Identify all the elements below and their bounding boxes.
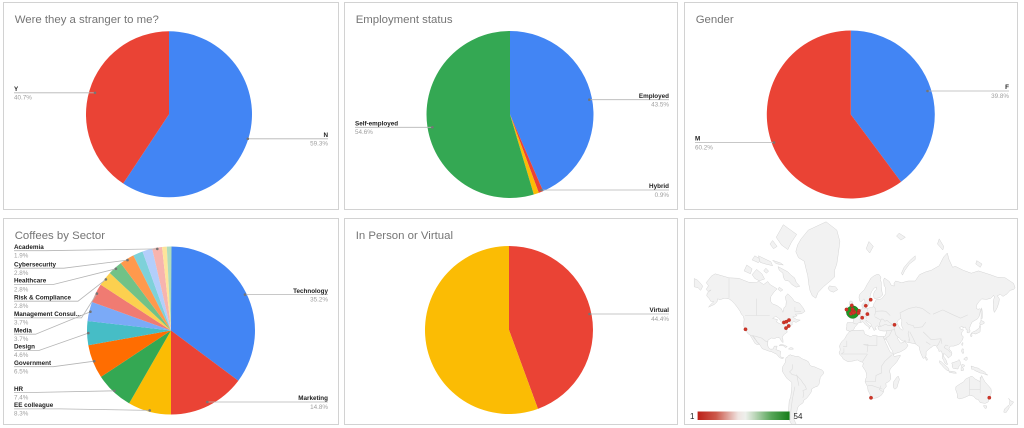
- svg-text:Risk & Compliance: Risk & Compliance: [14, 294, 72, 301]
- svg-text:54: 54: [794, 412, 803, 421]
- svg-text:Employed: Employed: [639, 93, 669, 100]
- svg-text:M: M: [695, 136, 700, 143]
- svg-text:Management Consul…: Management Consul…: [14, 311, 82, 318]
- svg-text:HR: HR: [14, 386, 24, 393]
- svg-text:3.7%: 3.7%: [14, 336, 29, 343]
- svg-text:3.7%: 3.7%: [14, 320, 29, 327]
- svg-text:EE colleague: EE colleague: [14, 402, 54, 409]
- svg-text:Virtual: Virtual: [650, 307, 670, 314]
- svg-text:1.9%: 1.9%: [14, 253, 29, 260]
- svg-text:4.6%: 4.6%: [14, 352, 29, 359]
- svg-text:In Person or Virtual: In Person or Virtual: [356, 230, 453, 242]
- svg-text:6.5%: 6.5%: [14, 369, 29, 376]
- svg-text:Self-employed: Self-employed: [355, 121, 398, 128]
- svg-text:1: 1: [690, 412, 695, 421]
- svg-text:40.7%: 40.7%: [14, 95, 32, 102]
- svg-text:59.3%: 59.3%: [310, 141, 328, 148]
- svg-text:0.9%: 0.9%: [655, 192, 670, 199]
- svg-text:44.4%: 44.4%: [651, 316, 669, 323]
- svg-text:Government: Government: [14, 360, 52, 367]
- svg-text:Were they a stranger to me?: Were they a stranger to me?: [15, 14, 159, 26]
- svg-text:Employment status: Employment status: [356, 14, 453, 26]
- svg-text:Gender: Gender: [696, 14, 734, 26]
- svg-text:Healthcare: Healthcare: [14, 278, 47, 285]
- svg-text:14.8%: 14.8%: [310, 404, 328, 411]
- svg-text:7.4%: 7.4%: [14, 394, 29, 401]
- svg-text:35.2%: 35.2%: [310, 296, 328, 303]
- svg-text:Coffees by Sector: Coffees by Sector: [15, 230, 106, 242]
- svg-text:Media: Media: [14, 327, 32, 334]
- svg-text:Y: Y: [14, 86, 19, 93]
- svg-text:Cybersecurity: Cybersecurity: [14, 261, 56, 268]
- svg-text:8.3%: 8.3%: [14, 411, 29, 418]
- svg-text:2.8%: 2.8%: [14, 286, 29, 293]
- svg-text:N: N: [323, 132, 328, 139]
- svg-text:Academia: Academia: [14, 244, 44, 251]
- svg-text:2.8%: 2.8%: [14, 270, 29, 277]
- svg-text:39.8%: 39.8%: [991, 93, 1009, 100]
- svg-text:60.2%: 60.2%: [695, 144, 713, 151]
- svg-text:54.6%: 54.6%: [355, 129, 373, 136]
- svg-text:2.8%: 2.8%: [14, 303, 29, 310]
- svg-text:Technology: Technology: [293, 288, 328, 295]
- svg-text:Design: Design: [14, 344, 35, 351]
- svg-text:Marketing: Marketing: [298, 395, 328, 402]
- svg-text:Hybrid: Hybrid: [649, 183, 669, 190]
- svg-text:F: F: [1005, 84, 1009, 91]
- svg-text:43.5%: 43.5%: [651, 102, 669, 109]
